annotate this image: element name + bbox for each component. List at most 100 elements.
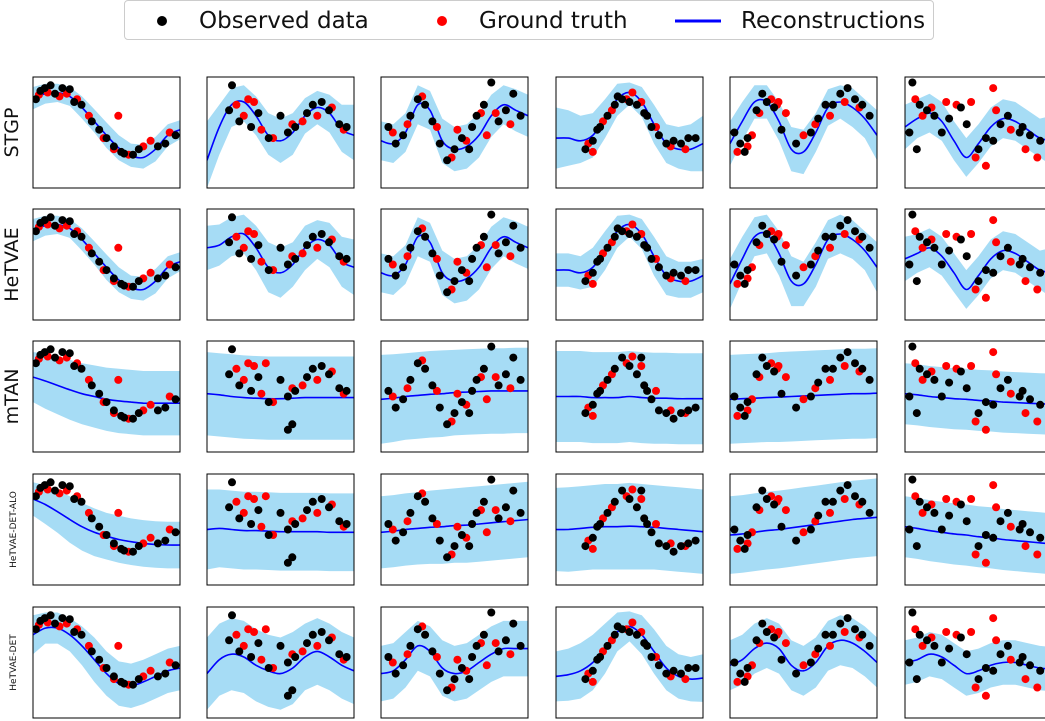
observed-point (762, 495, 771, 503)
ground-truth-point (992, 106, 1001, 115)
reconstruction-line (730, 639, 877, 672)
panel-r0-c5 (904, 76, 1045, 189)
ground-truth-point (1006, 522, 1015, 531)
observed-point (923, 636, 931, 645)
observed-point (981, 266, 990, 275)
ground-truth-point (911, 625, 920, 634)
uncertainty-band (207, 214, 354, 298)
reconstruction-line (730, 231, 877, 287)
observed-point (171, 661, 180, 670)
ground-truth-point (989, 348, 998, 357)
observed-point (283, 425, 292, 434)
observed-point (102, 531, 111, 539)
observed-point (912, 409, 921, 418)
observed-point (989, 268, 998, 277)
uncertainty-band (556, 351, 703, 445)
ground-truth-point (506, 120, 515, 129)
observed-point (762, 628, 771, 636)
ground-truth-point (388, 260, 397, 269)
observed-point (588, 533, 597, 542)
observed-point (291, 653, 300, 661)
ground-truth-point (257, 522, 266, 531)
observed-point (654, 263, 663, 272)
observed-point (762, 98, 771, 106)
observed-point (479, 630, 488, 639)
observed-point (654, 539, 663, 548)
observed-point (276, 111, 285, 120)
observed-point (588, 400, 597, 409)
ground-truth-point (942, 230, 951, 238)
observed-point (235, 381, 244, 390)
panel-frame (206, 76, 355, 189)
legend-label-recon: Reconstructions (741, 8, 926, 34)
observed-point (730, 392, 739, 401)
observed-point (581, 277, 590, 286)
panel-r1-c1 (206, 208, 355, 321)
observed-point (335, 120, 344, 129)
observed-point (472, 375, 481, 384)
observed-point (413, 95, 422, 104)
panel-r4-c3 (555, 606, 704, 719)
observed-point (843, 614, 852, 623)
ground-truth-point (261, 359, 270, 368)
observed-point (923, 238, 931, 247)
observed-point (618, 353, 627, 362)
ground-truth-point (146, 268, 155, 277)
ground-truth-point (388, 392, 397, 401)
ground-truth-point (403, 120, 412, 129)
observed-point (228, 213, 236, 222)
observed-point (836, 89, 845, 98)
panel-r0-c1 (206, 76, 355, 189)
observed-point (806, 658, 815, 667)
observed-point (989, 666, 998, 675)
observed-point (283, 392, 292, 401)
ground-truth-point (628, 220, 637, 229)
observed-point (730, 658, 739, 667)
observed-point (1003, 111, 1012, 120)
observed-point (762, 230, 771, 238)
observed-point (1036, 666, 1045, 675)
observed-point (501, 370, 510, 379)
ground-truth-point (840, 98, 849, 106)
observed-point (325, 238, 333, 247)
ground-truth-point (114, 243, 123, 252)
observed-point (288, 553, 297, 562)
observed-point (468, 254, 477, 263)
observed-point (669, 414, 678, 423)
ground-truth-point (239, 641, 248, 650)
observed-point (740, 677, 749, 686)
observed-point (593, 125, 602, 134)
observed-point (487, 608, 496, 617)
observed-point (516, 641, 525, 650)
observed-point (465, 145, 474, 154)
ground-truth-point (1006, 389, 1015, 398)
ground-truth-point (840, 230, 849, 238)
observed-point (996, 517, 1005, 526)
observed-point (399, 661, 408, 670)
observed-point (303, 639, 311, 648)
observed-point (581, 542, 590, 551)
ground-truth-point (1033, 417, 1042, 426)
observed-point (291, 386, 300, 395)
ground-truth-point (432, 653, 441, 661)
observed-point (129, 414, 137, 423)
ground-truth-point (799, 131, 808, 140)
observed-point (806, 260, 815, 269)
observed-point (65, 85, 74, 94)
observed-point (956, 235, 965, 244)
panel-frame (555, 606, 704, 719)
observed-point (908, 342, 917, 351)
observed-point (51, 619, 59, 628)
observed-point (225, 370, 234, 379)
observed-point (109, 406, 118, 415)
ground-truth-point (491, 373, 500, 382)
reconstruction-line (905, 525, 1045, 545)
uncertainty-band (207, 618, 354, 710)
observed-point (962, 120, 971, 129)
ground-truth-point (146, 666, 155, 675)
observed-point (153, 274, 162, 283)
observed-point (254, 373, 263, 382)
ground-truth-point (840, 362, 849, 370)
observed-point (465, 409, 474, 418)
observed-point (908, 475, 917, 484)
